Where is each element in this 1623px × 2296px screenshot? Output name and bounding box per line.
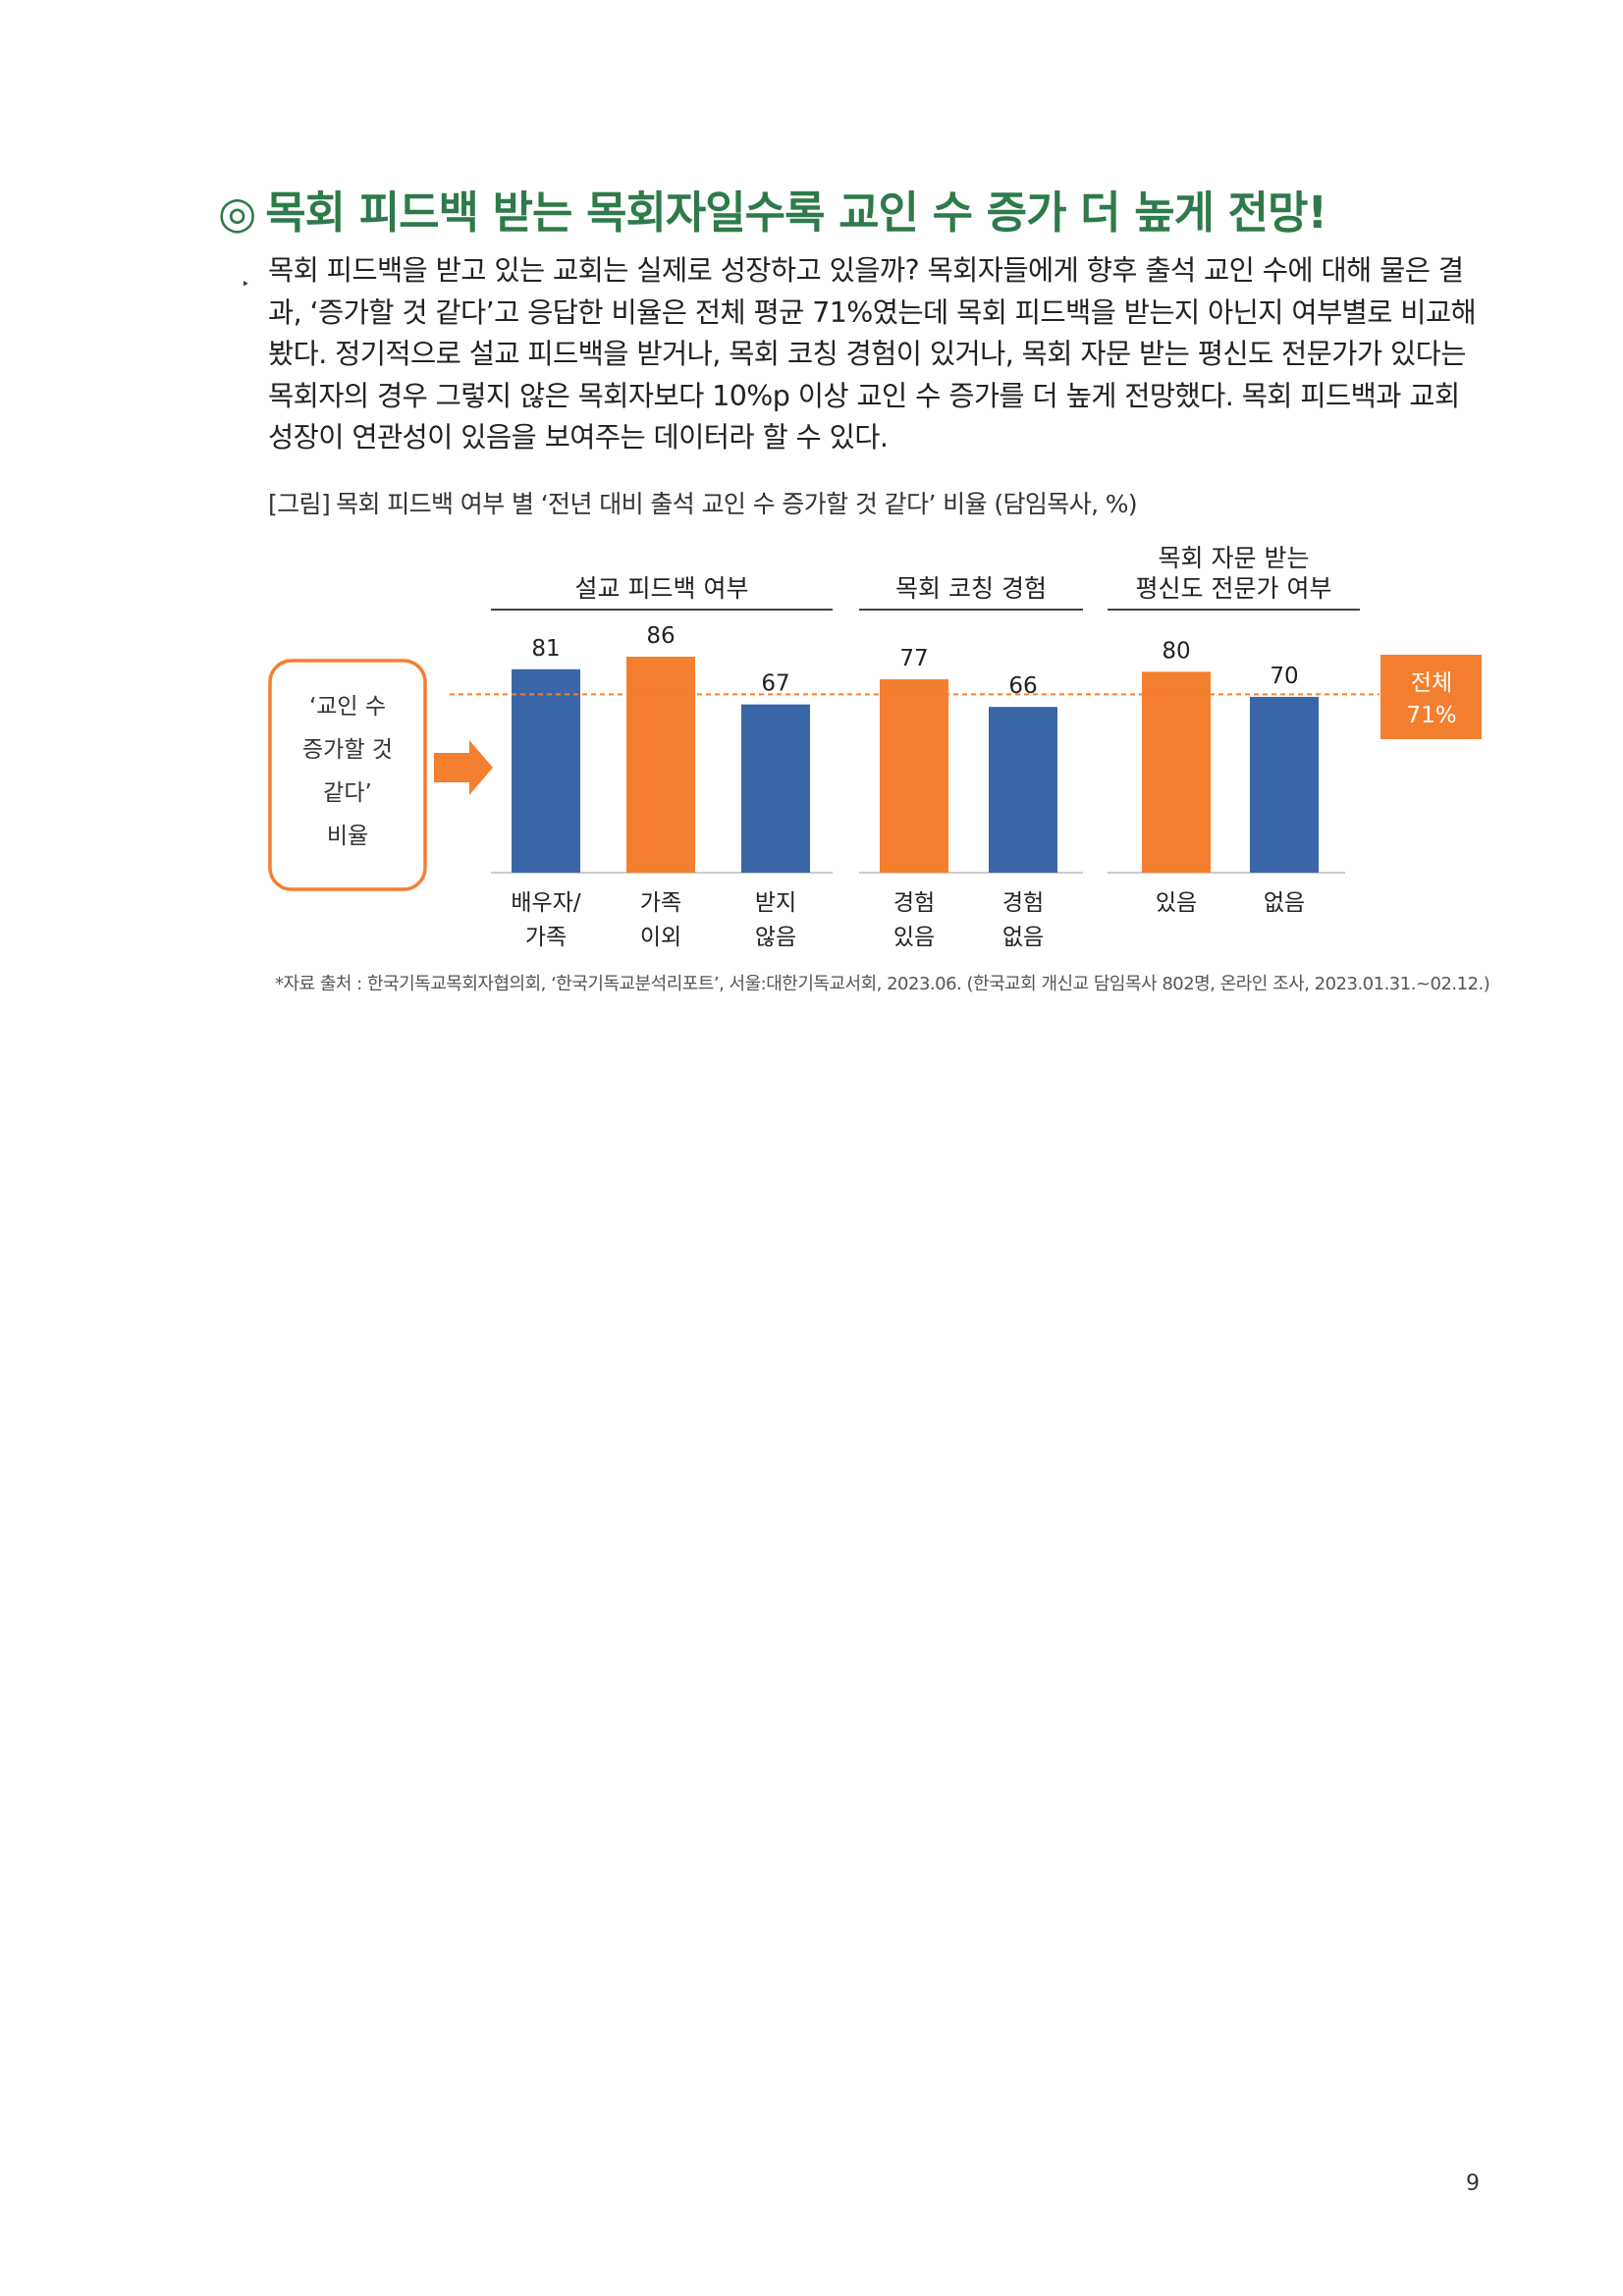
section-heading: ◎ 목회 피드백 받는 목회자일수록 교인 수 증가 더 높게 전망!	[218, 177, 1514, 240]
bar	[880, 679, 948, 873]
ylabel-line: ‘교인 수	[309, 694, 386, 720]
category-label: 배우자/	[511, 890, 580, 916]
reference-box	[1380, 655, 1482, 739]
heading-mark: ◎	[218, 187, 256, 239]
group-title: 목회 코칭 경험	[895, 574, 1047, 603]
bar-value-label: 66	[1008, 673, 1037, 699]
category-label: 경험	[1002, 890, 1044, 916]
caption-text: 목회 피드백 여부 별 ‘전년 대비 출석 교인 수 증가할 것 같다’ 비율 …	[336, 490, 1138, 518]
bar-value-label: 86	[646, 623, 675, 649]
bar	[1142, 671, 1211, 873]
page-number: 9	[1466, 2171, 1480, 2196]
ylabel-box	[268, 659, 427, 891]
bar-value-label: 80	[1162, 638, 1190, 664]
category-label: 가족	[525, 925, 567, 950]
group-title: 목회 자문 받는	[1159, 544, 1310, 572]
category-label: 않음	[755, 925, 796, 950]
caption-label: [그림]	[268, 490, 331, 518]
ylabel-line: 같다’	[323, 780, 372, 806]
bar	[741, 704, 810, 873]
body-paragraph: 목회 피드백을 받고 있는 교회는 실제로 성장하고 있을까? 목회자들에게 향…	[268, 254, 1477, 454]
bar-value-label: 67	[761, 671, 789, 697]
category-label: 있음	[1156, 890, 1197, 916]
bar	[989, 707, 1057, 873]
ylabel-line: 비율	[327, 824, 368, 849]
source-note: *자료 출처 : 한국기독교목회자협의회, ‘한국기독교분석리포트’, 서울:대…	[275, 974, 1490, 994]
bar-value-label: 70	[1270, 664, 1298, 689]
group-title: 평신도 전문가 여부	[1136, 574, 1332, 603]
category-label: 받지	[755, 890, 796, 916]
bar	[1250, 696, 1319, 873]
bar	[512, 668, 580, 873]
category-label: 가족	[640, 890, 681, 916]
reference-label-value: 71%	[1406, 703, 1456, 728]
category-label: 경험	[893, 890, 935, 916]
arrow-icon	[434, 740, 493, 795]
category-label: 있음	[893, 925, 935, 950]
reference-label-title: 전체	[1411, 670, 1452, 696]
bullet-icon: ‣	[242, 277, 250, 293]
bar	[626, 657, 695, 873]
bar-value-label: 81	[531, 636, 560, 662]
category-label: 이외	[640, 925, 681, 950]
heading-text: 목회 피드백 받는 목회자일수록 교인 수 증가 더 높게 전망!	[265, 187, 1327, 239]
figure-caption: [그림] 목회 피드백 여부 별 ‘전년 대비 출석 교인 수 증가할 것 같다’…	[268, 485, 1505, 520]
category-label: 없음	[1002, 925, 1044, 950]
ylabel-line: 증가할 것	[302, 737, 393, 763]
group-title: 설교 피드백 여부	[575, 574, 749, 603]
bar-value-label: 77	[899, 646, 928, 671]
category-label: 없음	[1264, 890, 1305, 916]
